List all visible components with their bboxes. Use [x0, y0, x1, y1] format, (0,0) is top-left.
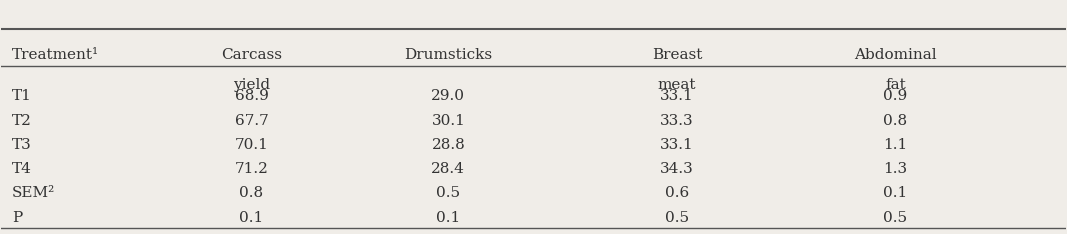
Text: 0.8: 0.8 — [883, 113, 907, 128]
Text: T3: T3 — [12, 138, 32, 152]
Text: 0.5: 0.5 — [436, 186, 461, 200]
Text: fat: fat — [885, 78, 906, 92]
Text: Treatment¹: Treatment¹ — [12, 48, 99, 62]
Text: 29.0: 29.0 — [431, 89, 465, 103]
Text: 28.4: 28.4 — [431, 162, 465, 176]
Text: 0.9: 0.9 — [883, 89, 907, 103]
Text: 1.1: 1.1 — [883, 138, 907, 152]
Text: 33.3: 33.3 — [660, 113, 694, 128]
Text: 34.3: 34.3 — [660, 162, 694, 176]
Text: 67.7: 67.7 — [235, 113, 269, 128]
Text: 0.8: 0.8 — [239, 186, 264, 200]
Text: 0.6: 0.6 — [665, 186, 689, 200]
Text: 33.1: 33.1 — [660, 89, 694, 103]
Text: 33.1: 33.1 — [660, 138, 694, 152]
Text: 0.1: 0.1 — [436, 211, 461, 225]
Text: 1.3: 1.3 — [883, 162, 907, 176]
Text: 28.8: 28.8 — [431, 138, 465, 152]
Text: T1: T1 — [12, 89, 32, 103]
Text: 0.5: 0.5 — [883, 211, 907, 225]
Text: SEM²: SEM² — [12, 186, 55, 200]
Text: yield: yield — [233, 78, 270, 92]
Text: 68.9: 68.9 — [235, 89, 269, 103]
Text: 71.2: 71.2 — [235, 162, 269, 176]
Text: T4: T4 — [12, 162, 32, 176]
Text: 70.1: 70.1 — [235, 138, 269, 152]
Text: Abdominal: Abdominal — [854, 48, 937, 62]
Text: 0.1: 0.1 — [239, 211, 264, 225]
Text: T2: T2 — [12, 113, 32, 128]
Text: P: P — [12, 211, 22, 225]
Text: Breast: Breast — [652, 48, 702, 62]
Text: meat: meat — [658, 78, 697, 92]
Text: 0.1: 0.1 — [883, 186, 907, 200]
Text: Drumsticks: Drumsticks — [404, 48, 493, 62]
Text: 0.5: 0.5 — [665, 211, 689, 225]
Text: Carcass: Carcass — [221, 48, 282, 62]
Text: 30.1: 30.1 — [431, 113, 465, 128]
